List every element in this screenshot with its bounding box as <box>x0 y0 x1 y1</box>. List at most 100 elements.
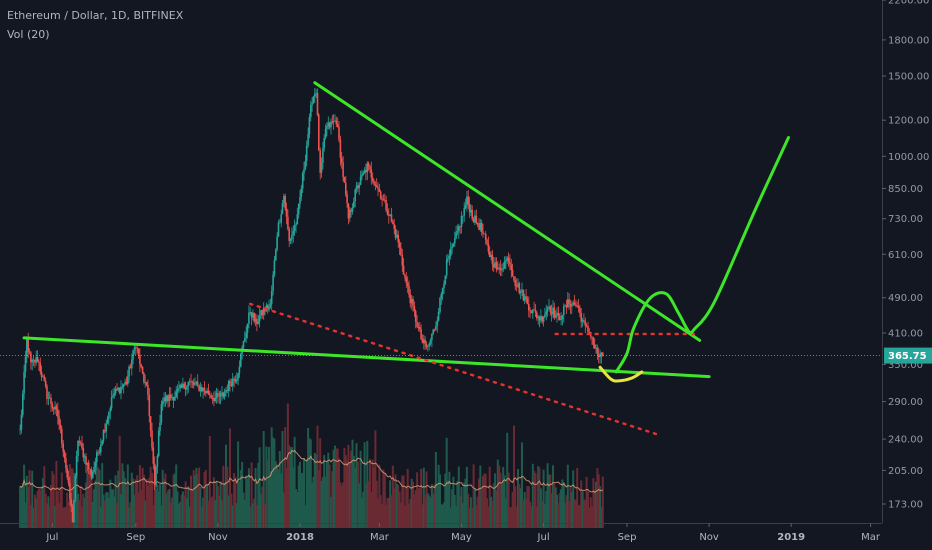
candle <box>213 391 215 407</box>
volume-bar <box>121 463 124 528</box>
candle <box>304 154 307 171</box>
candle <box>420 324 422 341</box>
candle <box>287 209 289 231</box>
candle <box>207 383 210 395</box>
volume-bar <box>600 507 603 528</box>
candle <box>564 304 566 307</box>
price-tick-label: 2200.00 <box>888 0 929 7</box>
price-tick-label: 490.00 <box>888 293 923 304</box>
candle <box>90 466 93 480</box>
volume-bar <box>389 480 392 528</box>
candle <box>61 425 63 448</box>
candle <box>483 233 486 235</box>
volume-bar <box>428 495 431 528</box>
volume-bar <box>109 479 112 528</box>
time-axis[interactable]: Jul Sep Nov 2018 Mar May Jul Sep Nov 2019 Mar <box>0 523 882 543</box>
volume-bar <box>164 473 167 528</box>
candle <box>385 195 387 212</box>
candle <box>445 254 448 279</box>
volume-bar <box>137 492 140 528</box>
candle <box>198 384 200 392</box>
volume-bar <box>141 467 144 528</box>
volume-bar <box>533 470 536 528</box>
price-tick-label: 730.00 <box>888 214 923 225</box>
candle <box>57 402 59 425</box>
candle <box>250 311 253 326</box>
volume-bar <box>562 482 565 528</box>
candle <box>24 350 27 378</box>
volume-bar <box>511 492 514 528</box>
volume-bar <box>222 465 225 528</box>
price-axis[interactable]: 2200.00 1800.00 1500.00 1200.00 1000.00 850.0… <box>882 0 932 550</box>
candle <box>577 299 580 313</box>
volume-bar <box>221 500 223 528</box>
volume-bar <box>293 436 296 528</box>
volume-bar <box>112 489 114 528</box>
volume-bar <box>472 464 475 528</box>
candle <box>456 224 459 236</box>
volume-bar <box>405 487 408 528</box>
candle <box>176 384 179 400</box>
volume-bar <box>195 468 198 528</box>
volume-bar <box>364 483 367 528</box>
volume-bar <box>196 473 199 528</box>
candle <box>580 308 582 328</box>
volume-bar <box>156 484 159 528</box>
volume-bar <box>245 475 248 528</box>
candle <box>519 289 522 300</box>
volume-bar <box>549 474 552 528</box>
candle <box>94 457 97 475</box>
candle <box>388 208 390 224</box>
volume-bar <box>200 506 203 528</box>
volume-bar <box>360 497 363 528</box>
volume-bar <box>71 468 74 528</box>
volume-bar <box>417 488 420 528</box>
price-tick-label: 350.00 <box>888 360 923 371</box>
volume-bar <box>103 500 106 528</box>
volume-bar <box>265 446 268 528</box>
candle <box>253 312 255 324</box>
volume-bar <box>113 496 116 528</box>
volume-bar <box>336 448 339 528</box>
candle <box>272 271 274 296</box>
volume-bar <box>406 468 409 528</box>
candle <box>166 394 168 404</box>
candle <box>382 194 385 201</box>
volume-bar <box>184 481 187 528</box>
candle <box>209 390 211 399</box>
volume-bar <box>597 474 600 528</box>
volume-bar <box>443 502 445 528</box>
volume-bar <box>459 496 462 528</box>
volume-bar <box>393 488 396 528</box>
volume-bar <box>149 466 152 528</box>
candle <box>363 167 366 174</box>
candle <box>332 114 335 130</box>
candle <box>517 278 519 288</box>
candle <box>297 203 300 219</box>
volume-bar <box>500 483 503 528</box>
candle <box>431 333 433 348</box>
candle <box>277 219 280 237</box>
candle <box>97 449 99 456</box>
candle <box>478 218 480 231</box>
volume-bar <box>486 498 488 528</box>
candle <box>440 292 443 305</box>
candle <box>458 223 460 239</box>
candle <box>85 453 87 473</box>
volume-bar <box>192 470 195 528</box>
candle <box>129 363 132 369</box>
volume-bar <box>581 491 584 528</box>
volume-bar <box>20 488 23 528</box>
volume-bar <box>319 438 322 528</box>
candle <box>175 386 177 399</box>
volume-bar <box>344 455 347 528</box>
volume-bar <box>152 505 155 528</box>
candle <box>120 380 122 400</box>
candle <box>303 161 305 181</box>
volume-bar <box>327 452 330 528</box>
volume-bar <box>534 473 537 528</box>
volume-bar <box>82 493 85 528</box>
candle <box>63 449 66 463</box>
volume-bar <box>332 449 335 528</box>
